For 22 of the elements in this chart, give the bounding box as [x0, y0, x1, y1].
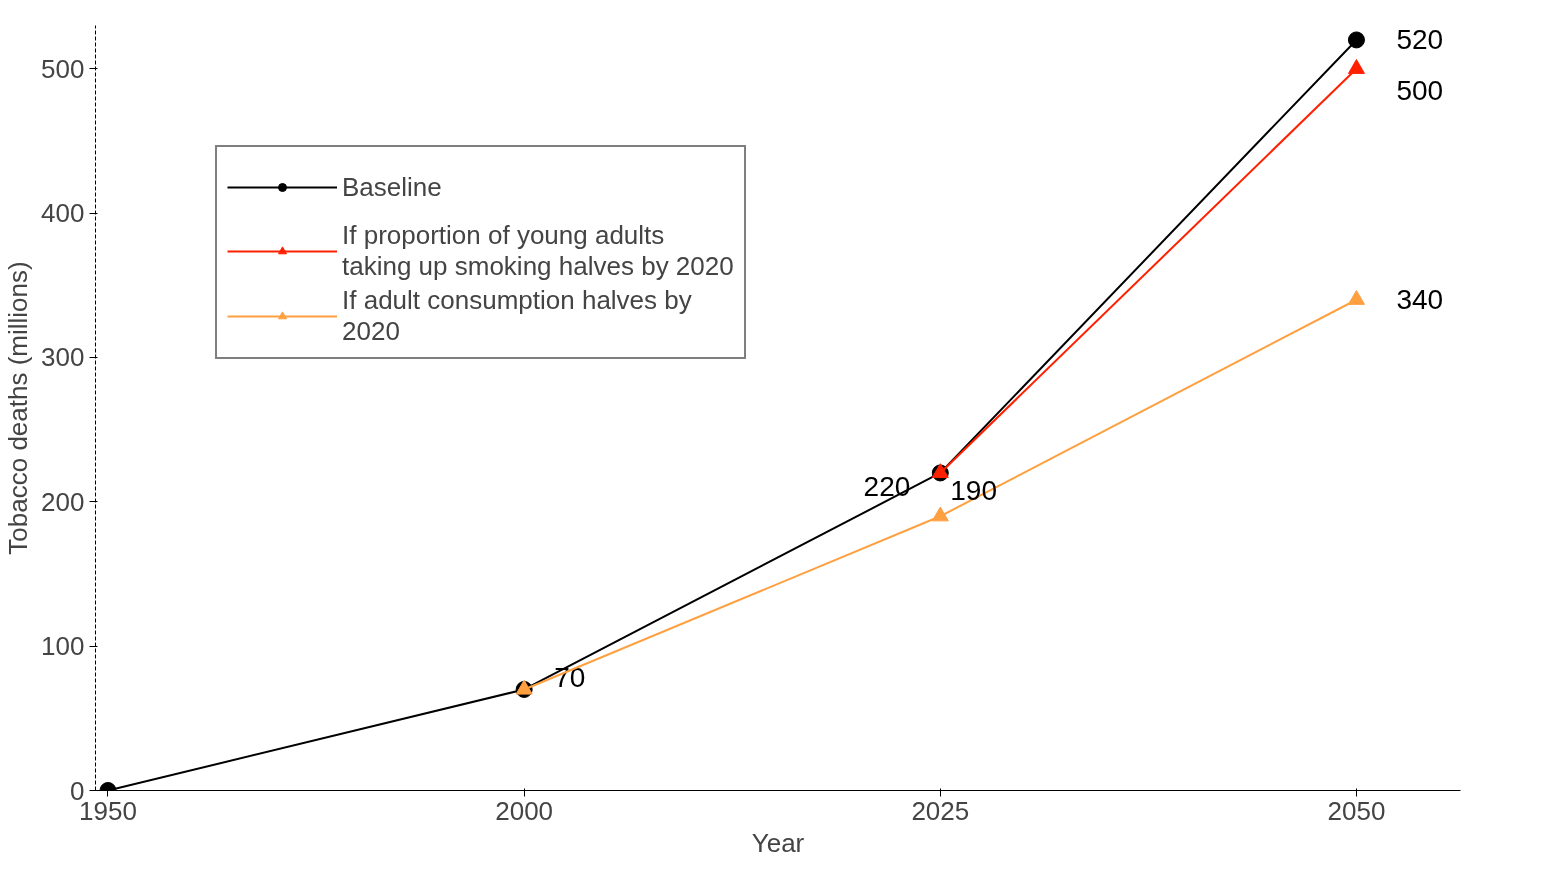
data-label: 190 [950, 474, 998, 506]
data-label: 340 [1396, 284, 1444, 316]
legend-label: Baseline [342, 170, 442, 204]
data-label: 70 [554, 661, 586, 693]
y-axis-title: Tobacco deaths (millions) [3, 261, 34, 555]
y-tick-label: 500 [41, 53, 85, 84]
x-tick-label: 2050 [1327, 795, 1386, 826]
data-label: 520 [1396, 24, 1444, 56]
point [931, 506, 949, 522]
data-label: 220 [863, 471, 911, 503]
legend-label: If adult consumption halves by 2020 [342, 285, 692, 347]
y-tick-label: 400 [41, 198, 85, 229]
data-label: 500 [1396, 75, 1444, 107]
x-tick-label: 2025 [911, 795, 970, 826]
legend-label: If proportion of young adults taking up smoking halves by 2020 [342, 220, 734, 282]
point [1347, 31, 1365, 49]
point [1347, 290, 1365, 305]
y-tick-label: 300 [41, 342, 85, 373]
x-axis-title: Year [751, 827, 805, 858]
y-tick-label: 200 [41, 486, 85, 517]
x-tick-label: 2000 [495, 795, 554, 826]
y-tick-label: 100 [41, 631, 85, 662]
